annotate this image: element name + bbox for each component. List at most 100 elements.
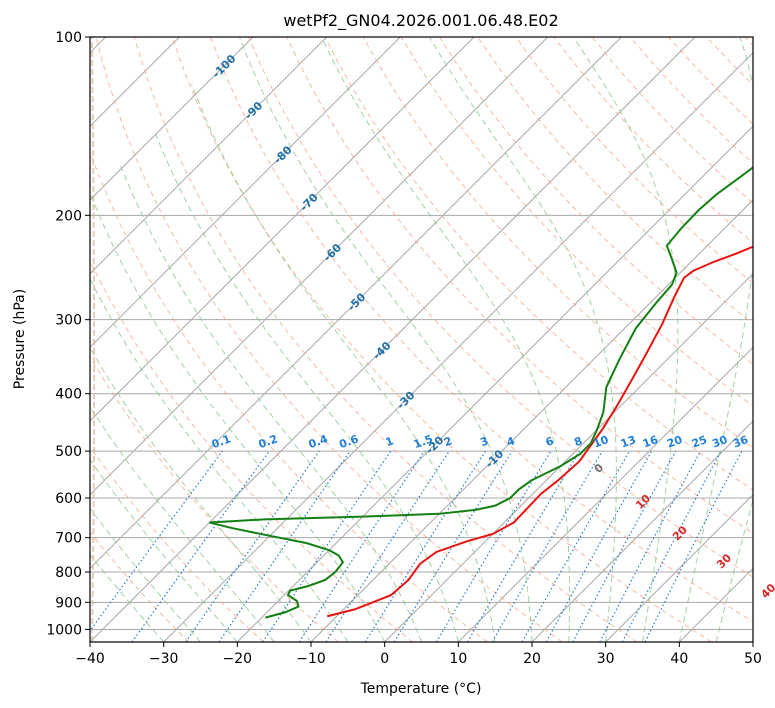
moist-adiabat-line <box>90 195 386 642</box>
isotherm-line <box>384 272 753 642</box>
y-tick-label: 800 <box>55 565 82 581</box>
mixing-ratio-line <box>545 450 653 642</box>
x-axis-label: Temperature (°C) <box>360 681 482 697</box>
thick-reference-line <box>90 37 96 642</box>
y-tick-label: 100 <box>55 30 82 46</box>
mixing-ratio-label: 25 <box>690 433 709 450</box>
chart-title: wetPf2_GN04.2026.001.06.48.E02 <box>283 11 558 31</box>
isotherm-line <box>678 567 753 642</box>
moist-adiabat-line <box>572 37 679 642</box>
isotherm-label: -90 <box>242 99 265 122</box>
x-tick-label: 30 <box>597 651 615 667</box>
moist-adiabat-line <box>90 346 312 642</box>
mixing-ratio-line <box>599 450 702 642</box>
mixing-ratio-label: 4 <box>505 434 517 449</box>
moist-adiabat-line <box>90 405 275 642</box>
dry-adiabat-line <box>90 150 488 642</box>
wetbulb-label: 40 <box>758 581 775 601</box>
moist-adiabat-line <box>154 132 459 642</box>
dry-adiabat-line <box>706 37 753 86</box>
isotherm-line <box>457 346 753 642</box>
mixing-ratio-label: 8 <box>572 434 584 449</box>
y-tick-label: 400 <box>55 387 82 403</box>
mixing-ratio-label: 0.6 <box>338 432 361 451</box>
isotherm-line <box>90 37 549 496</box>
x-tick-label: −10 <box>296 651 326 667</box>
moist-adiabat-line <box>321 37 571 642</box>
mixing-ratio-line <box>393 450 513 642</box>
x-tick-label: −20 <box>223 651 253 667</box>
dry-adiabat-line <box>90 259 414 642</box>
mixing-ratio-label: 13 <box>619 433 638 450</box>
x-tick-label: −40 <box>75 651 105 667</box>
mixing-ratio-line <box>131 450 270 642</box>
mixing-ratio-label: 0.1 <box>210 432 233 451</box>
moist-adiabat-line <box>120 165 422 642</box>
mixing-ratio-line <box>644 450 743 642</box>
isotherm-line <box>531 420 753 642</box>
y-tick-label: 500 <box>55 444 82 460</box>
y-axis-label: Pressure (hPa) <box>12 289 28 389</box>
mixing-ratio-label: 2 <box>442 434 454 449</box>
temperature-line <box>326 245 753 618</box>
isotherm-line <box>90 37 475 422</box>
moist-adiabat-line <box>191 83 496 642</box>
dry-adiabat-line <box>439 37 753 366</box>
isotherm-line <box>605 493 753 642</box>
y-tick-label: 300 <box>55 313 82 329</box>
isotherm-line <box>90 37 622 570</box>
dry-adiabat-line <box>171 37 712 642</box>
isotherm-label: -100 <box>210 52 239 81</box>
moist-adiabat-line <box>90 507 201 642</box>
dry-adiabat-line <box>744 37 753 47</box>
mixing-ratio-line <box>298 450 425 642</box>
y-tick-label: 200 <box>55 208 82 224</box>
mixing-ratio-label: 10 <box>592 433 611 451</box>
mixing-ratio-label: 30 <box>710 433 729 451</box>
x-tick-label: 0 <box>380 651 389 667</box>
dry-adiabat-line <box>668 37 753 125</box>
moist-adiabat-line <box>715 498 753 642</box>
moist-adiabat-line <box>239 37 533 642</box>
x-tick-label: 40 <box>670 651 688 667</box>
y-tick-label: 900 <box>55 595 82 611</box>
wetbulb-label: 30 <box>714 551 734 571</box>
moist-adiabat-line <box>429 37 617 642</box>
mixing-ratio-label: 1.5 <box>412 432 435 451</box>
dry-adiabat-line <box>133 37 638 642</box>
x-tick-label: 20 <box>523 651 541 667</box>
y-tick-label: 700 <box>55 531 82 547</box>
mixing-ratio-line <box>262 450 392 642</box>
mixing-ratio-label: 0.4 <box>307 432 330 451</box>
mixing-ratio-line <box>466 450 580 642</box>
moist-adiabat-line <box>90 553 165 642</box>
dry-adiabat-line <box>248 37 753 578</box>
isotherm-line <box>163 51 753 642</box>
moist-adiabat-line <box>678 37 753 642</box>
x-tick-label: 10 <box>449 651 467 667</box>
moist-adiabat-line <box>90 458 238 642</box>
dry-adiabat-line <box>591 37 753 204</box>
mixing-ratio-label: 1 <box>384 434 396 449</box>
isotherm-line <box>90 37 696 642</box>
x-tick-label: 50 <box>744 651 762 667</box>
x-tick-label: −30 <box>149 651 179 667</box>
isotherm-line <box>90 37 254 201</box>
y-axis: 100 200 300 400 500 600 700 800 900 1000 <box>46 30 90 638</box>
mixing-ratio-line <box>90 450 223 632</box>
x-axis: −40 −30 −20 −10 0 10 20 30 40 50 <box>75 642 762 667</box>
sounding-lines <box>209 166 753 619</box>
plot-frame <box>89 36 754 643</box>
mixing-ratio-line <box>218 450 351 642</box>
dry-adiabat-line <box>400 37 753 407</box>
mixing-ratio-label: 36 <box>731 433 750 451</box>
isotherm-label: -70 <box>298 191 321 214</box>
mixing-ratio-label: 16 <box>641 433 660 451</box>
moist-adiabat-line <box>90 277 349 642</box>
y-tick-label: 600 <box>55 491 82 507</box>
mixing-ratio-line <box>325 450 450 642</box>
dry-adiabat-line <box>553 37 753 244</box>
wetbulb-label: 20 <box>670 523 690 543</box>
mixing-ratio-line <box>521 450 631 642</box>
